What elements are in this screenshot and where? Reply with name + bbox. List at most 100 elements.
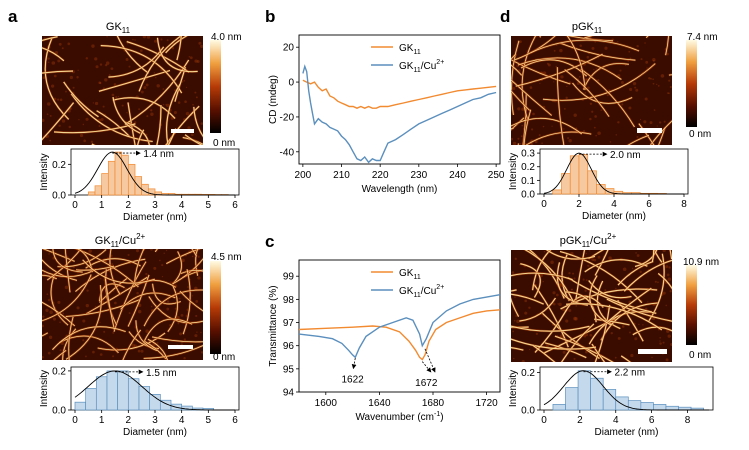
series-line	[302, 64, 497, 164]
legend-label: GK11	[399, 268, 421, 281]
x-tick-label: 1720	[475, 398, 498, 409]
y-tick-label: 0.2	[52, 366, 66, 377]
x-tick-label: 3	[152, 415, 158, 426]
hist-bar	[552, 404, 566, 411]
x-tick-label: 0	[72, 200, 78, 211]
x-axis-label: Diameter (nm)	[123, 212, 187, 223]
y-axis-label: Intensity	[508, 153, 519, 190]
hist-bar	[127, 163, 136, 196]
hist-bar	[106, 370, 119, 411]
x-tick-label: 6	[649, 415, 655, 426]
hist-bar	[94, 185, 103, 196]
y-tick-label: 0.0	[521, 190, 535, 201]
x-tick-label: 230	[410, 170, 427, 181]
hist-bar	[640, 402, 654, 411]
y-tick-label: 0.2	[521, 368, 535, 379]
x-tick-label: 2	[576, 199, 582, 210]
x-tick-label: 8	[685, 415, 691, 426]
y-axis-label: CD (mdeg)	[268, 75, 279, 124]
afm-title: GK11	[106, 21, 131, 35]
y-tick-label: 0.2	[521, 162, 535, 173]
x-tick-label: 1640	[368, 398, 391, 409]
hist-bar	[74, 401, 87, 411]
panel-label-b: b	[265, 7, 275, 26]
peak-arrow	[421, 361, 432, 373]
colorbar	[210, 40, 221, 133]
hist-bar	[138, 386, 151, 411]
y-axis-label: Intensity	[39, 153, 50, 190]
x-tick-label: 3	[152, 200, 158, 211]
scale-bar	[638, 349, 667, 354]
legend-label: GK11/Cu2+	[399, 59, 444, 74]
hist-bar	[602, 389, 617, 411]
hist-bar	[653, 404, 667, 411]
panel-label-c: c	[265, 232, 274, 251]
x-tick-label: 6	[232, 415, 238, 426]
x-tick-label: 4	[179, 200, 185, 211]
series-line	[302, 79, 497, 109]
x-tick-label: 1	[99, 415, 105, 426]
colorbar-min-label: 0 nm	[689, 350, 711, 361]
hist-bar	[149, 394, 161, 411]
x-tick-label: 0	[541, 415, 547, 426]
y-axis-label: Intensity	[508, 370, 519, 407]
legend-label: GK11/Cu2+	[399, 284, 444, 299]
hist-bar	[665, 405, 679, 411]
colorbar-max-label: 4.5 nm	[211, 252, 242, 263]
y-tick-label: 0.0	[52, 191, 66, 202]
x-tick-label: 5	[206, 415, 212, 426]
hist-bar	[569, 155, 580, 195]
y-tick-label: 99	[283, 272, 295, 283]
y-tick-label: 0	[288, 78, 294, 89]
colorbar-min-label: 0 nm	[689, 129, 711, 140]
x-tick-label: 220	[372, 170, 389, 181]
hist-bar	[615, 396, 629, 411]
y-tick-label: 0.1	[521, 176, 535, 187]
x-tick-label: 1680	[422, 398, 445, 409]
histogram-gk11-cu: 1.5 nm 0 1 2 3 4 5 6 0.0 0.2 Diameter (nm) Intensit…	[39, 366, 240, 438]
afm-title: GK11/Cu2+	[95, 232, 146, 249]
panel-label-d: d	[500, 7, 510, 26]
series-line	[298, 309, 501, 361]
hist-bar	[127, 378, 140, 411]
peak-arrow	[351, 358, 357, 370]
afm-image	[511, 36, 672, 145]
x-axis-label: Diameter (nm)	[582, 211, 646, 222]
afm-panel-gk11-cu: GK11/Cu2+ 4.5 nm 0 nm	[42, 232, 242, 363]
panel-label-a: a	[8, 7, 18, 26]
series-line	[298, 294, 501, 359]
hist-bar	[87, 191, 96, 196]
y-tick-label: 97	[283, 318, 295, 329]
y-tick-label: 0.0	[521, 406, 535, 417]
y-tick-label: 96	[283, 341, 295, 352]
x-tick-label: 250	[488, 170, 505, 181]
gaussian-fit	[74, 370, 235, 411]
histogram-gk11: 1.4 nm 0 1 2 3 4 5 6 0.0 0.2 Diameter (nm) Intensit…	[39, 148, 240, 223]
y-tick-label: 0.3	[521, 149, 535, 160]
y-tick-label: 0.0	[52, 406, 66, 417]
afm-panel-pgk11-cu: pGK11/Cu2+ 10.9 nm 0 nm	[511, 232, 719, 362]
peak-label: 1.4 nm	[143, 149, 174, 160]
plot-frame	[298, 259, 501, 393]
scale-bar	[637, 128, 662, 133]
y-tick-label: -40	[280, 147, 295, 158]
peak-arrow	[424, 348, 436, 373]
y-tick-label: 94	[283, 388, 295, 399]
x-tick-label: 4	[611, 199, 617, 210]
colorbar	[686, 40, 697, 127]
hist-bar	[95, 376, 108, 411]
y-tick-label: 95	[283, 364, 295, 375]
histogram-pgk11: 2.0 nm 0 2 4 6 8 0.0 0.1 0.2 0.3 Diameter (nm) Inte…	[508, 149, 689, 222]
colorbar-max-label: 4.0 nm	[211, 32, 242, 43]
x-tick-label: 0	[72, 415, 78, 426]
hist-bar	[565, 387, 579, 411]
afm-panel-gk11: GK11 4.0 nm 0 nm	[42, 21, 242, 149]
x-tick-label: 5	[206, 200, 212, 211]
ftir-chart: 1600 1640 1680 1720 99 98 97 96 95 94 Wavenumber (…	[268, 259, 501, 423]
hist-bar	[552, 189, 562, 195]
colorbar	[686, 265, 697, 345]
hist-bar	[101, 173, 109, 196]
y-tick-label: 0.2	[52, 160, 66, 171]
legend-label: GK11	[399, 43, 421, 56]
